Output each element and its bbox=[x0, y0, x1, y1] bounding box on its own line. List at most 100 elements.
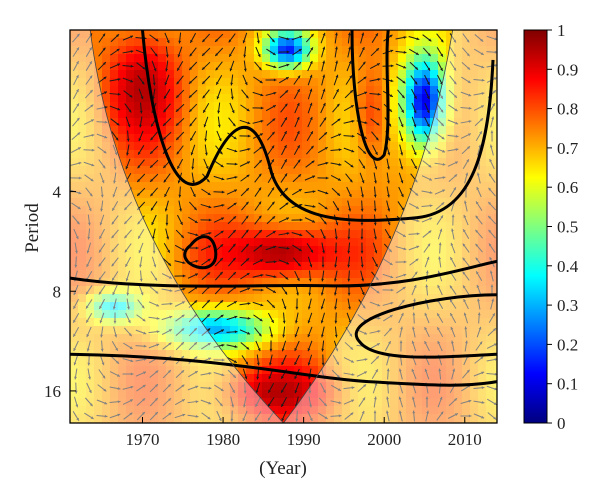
heatmap-cell bbox=[398, 382, 407, 391]
phase-arrow bbox=[72, 47, 80, 57]
phase-arrow bbox=[162, 383, 172, 393]
heatmap-cell bbox=[398, 118, 407, 127]
heatmap-cell bbox=[118, 182, 127, 191]
heatmap-cell bbox=[294, 270, 303, 279]
heatmap-cell bbox=[342, 126, 351, 135]
heatmap-cell bbox=[262, 222, 271, 231]
heatmap-cell bbox=[150, 358, 159, 367]
heatmap-cell bbox=[454, 206, 463, 215]
phase-arrow bbox=[308, 396, 312, 408]
heatmap-cell bbox=[238, 214, 247, 223]
heatmap-cell bbox=[486, 46, 495, 55]
heatmap-cell bbox=[206, 134, 215, 143]
heatmap-cell bbox=[190, 118, 199, 127]
heatmap-cell bbox=[454, 198, 463, 207]
heatmap-cell bbox=[414, 382, 423, 391]
heatmap-cell bbox=[230, 78, 239, 87]
heatmap-cell bbox=[206, 318, 215, 327]
heatmap-cell bbox=[350, 398, 359, 407]
heatmap-cell bbox=[350, 46, 359, 55]
heatmap-cell bbox=[422, 222, 431, 231]
heatmap-cell bbox=[438, 302, 447, 311]
phase-arrow bbox=[398, 368, 403, 380]
heatmap-cell bbox=[246, 342, 255, 351]
heatmap-cell bbox=[294, 350, 303, 359]
heatmap-cell bbox=[94, 342, 103, 351]
heatmap-cell bbox=[446, 350, 455, 359]
heatmap-cell bbox=[358, 334, 367, 343]
phase-arrow bbox=[162, 131, 172, 141]
heatmap-cell bbox=[446, 46, 455, 55]
heatmap-cell bbox=[358, 310, 367, 319]
heatmap-cell bbox=[214, 102, 223, 111]
heatmap-cell bbox=[350, 302, 359, 311]
phase-arrow bbox=[86, 326, 92, 338]
phase-arrow bbox=[72, 312, 80, 324]
heatmap-cell bbox=[486, 150, 495, 159]
phase-arrow bbox=[449, 75, 457, 85]
phase-arrow bbox=[307, 410, 313, 422]
phase-arrow bbox=[109, 78, 121, 82]
phase-arrow bbox=[187, 232, 199, 237]
heatmap-cell bbox=[206, 70, 215, 79]
heatmap-cell bbox=[214, 70, 223, 79]
heatmap-cell bbox=[462, 94, 471, 103]
heatmap-cell bbox=[406, 30, 415, 39]
heatmap-cell bbox=[70, 30, 79, 39]
heatmap-cell bbox=[254, 222, 263, 231]
heatmap-cell bbox=[118, 38, 127, 47]
phase-arrow bbox=[382, 288, 394, 292]
heatmap-cell bbox=[326, 222, 335, 231]
heatmap-cell bbox=[414, 398, 423, 407]
y-tick-label: 8 bbox=[53, 282, 62, 301]
heatmap-cell bbox=[430, 118, 439, 127]
heatmap-cell bbox=[366, 270, 375, 279]
heatmap-cell bbox=[238, 126, 247, 135]
heatmap-cell bbox=[254, 206, 263, 215]
heatmap-cell bbox=[222, 62, 231, 71]
phase-arrow bbox=[239, 287, 251, 293]
heatmap-cell bbox=[230, 398, 239, 407]
heatmap-cell bbox=[422, 54, 431, 63]
heatmap-cell bbox=[126, 334, 135, 343]
heatmap-cell bbox=[198, 166, 207, 175]
heatmap-cell bbox=[446, 310, 455, 319]
heatmap-cell bbox=[190, 110, 199, 119]
heatmap-cell bbox=[174, 414, 183, 423]
heatmap-cell bbox=[238, 238, 247, 247]
heatmap-cell bbox=[118, 126, 127, 135]
heatmap-cell bbox=[182, 70, 191, 79]
heatmap-cell bbox=[118, 294, 127, 303]
heatmap-cell bbox=[438, 246, 447, 255]
heatmap-cell bbox=[174, 158, 183, 167]
heatmap-cell bbox=[278, 286, 287, 295]
phase-arrow bbox=[369, 301, 381, 307]
phase-arrow bbox=[135, 371, 147, 377]
heatmap-cell bbox=[206, 46, 215, 55]
phase-arrow bbox=[216, 410, 222, 422]
heatmap-cell bbox=[454, 302, 463, 311]
phase-arrow bbox=[292, 61, 302, 71]
heatmap-cell bbox=[374, 390, 383, 399]
heatmap-cell bbox=[118, 318, 127, 327]
heatmap-cell bbox=[206, 230, 215, 239]
heatmap-cell bbox=[222, 102, 231, 111]
heatmap-cell bbox=[310, 310, 319, 319]
phase-arrow bbox=[383, 327, 393, 337]
significance-contour bbox=[70, 352, 497, 387]
phase-arrow bbox=[163, 89, 171, 99]
phase-arrow bbox=[85, 285, 93, 295]
phase-arrow bbox=[462, 271, 470, 281]
phase-arrow bbox=[109, 400, 121, 404]
heatmap-cell bbox=[254, 254, 263, 263]
heatmap-cell bbox=[214, 294, 223, 303]
phase-arrow bbox=[266, 48, 276, 56]
heatmap-cell bbox=[158, 334, 167, 343]
phase-arrow bbox=[189, 117, 197, 127]
heatmap-cell bbox=[494, 102, 497, 111]
heatmap-cell bbox=[454, 334, 463, 343]
heatmap-cell bbox=[198, 294, 207, 303]
phase-arrow bbox=[96, 133, 108, 139]
heatmap-cell bbox=[382, 310, 391, 319]
heatmap-cell bbox=[134, 310, 143, 319]
